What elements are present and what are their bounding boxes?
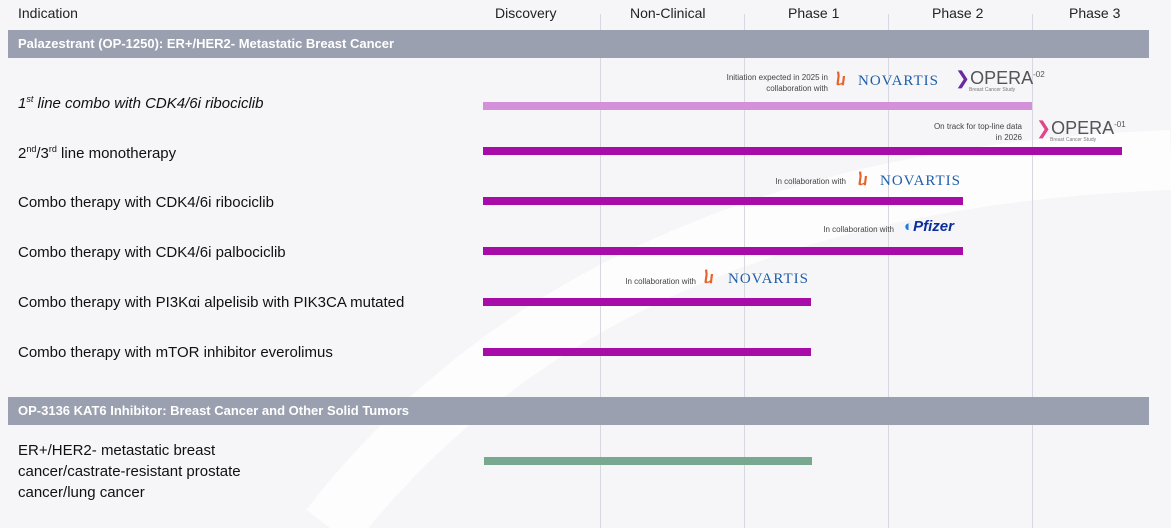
note: On track for top-line data in 2026	[933, 122, 1022, 142]
row-label: 1st line combo with CDK4/6i ribociclib	[18, 94, 264, 112]
note: Initiation expected in 2025 in collabora…	[726, 73, 828, 93]
opera-02-logo: ❯OPERA-02 Breast Cancer Study	[955, 68, 1045, 93]
row-label: ER+/HER2- metastatic breast cancer/castr…	[18, 442, 241, 501]
partner-logo: NOVARTIS	[858, 73, 940, 89]
novartis-logo-icon: ⴑ	[858, 172, 868, 189]
col-discovery: Discovery	[495, 5, 557, 21]
col-indication: Indication	[18, 5, 78, 21]
row-label: Combo therapy with CDK4/6i ribociclib	[18, 194, 274, 211]
col-nonclinical: Non-Clinical	[630, 5, 706, 21]
row-label: 2nd/3rd line monotherapy	[18, 144, 177, 162]
grid-line	[600, 14, 601, 528]
row-label: Combo therapy with CDK4/6i palbociclib	[18, 244, 286, 261]
col-phase2: Phase 2	[932, 5, 984, 21]
grid-line	[1032, 14, 1033, 528]
grid-line	[744, 14, 745, 528]
partner-logo: NOVARTIS	[880, 173, 962, 189]
note: In collaboration with	[625, 277, 696, 286]
grid-line	[888, 14, 889, 528]
progress-bar	[483, 197, 963, 205]
progress-bar	[483, 247, 963, 255]
partner-logo: NOVARTIS	[728, 271, 810, 287]
section-header-op3136: OP-3136 KAT6 Inhibitor: Breast Cancer an…	[8, 397, 1149, 425]
note: In collaboration with	[775, 177, 846, 186]
note: In collaboration with	[823, 225, 894, 234]
novartis-logo-icon: ⴑ	[704, 270, 714, 287]
pfizer-logo: ◐Pfizer	[904, 218, 954, 235]
progress-bar	[484, 457, 812, 465]
progress-bar	[483, 102, 1032, 110]
row-label: Combo therapy with mTOR inhibitor everol…	[18, 344, 333, 361]
progress-bar	[483, 348, 811, 356]
progress-bar	[483, 147, 1122, 155]
progress-bar	[483, 298, 811, 306]
row-label: Combo therapy with PI3Kαi alpelisib with…	[18, 294, 405, 311]
novartis-logo-icon: ⴑ	[836, 72, 846, 89]
opera-01-logo: ❯OPERA-01 Breast Cancer Study	[1036, 118, 1126, 143]
col-phase3: Phase 3	[1069, 5, 1121, 21]
section-header-palazestrant: Palazestrant (OP-1250): ER+/HER2- Metast…	[8, 30, 1149, 58]
col-phase1: Phase 1	[788, 5, 840, 21]
